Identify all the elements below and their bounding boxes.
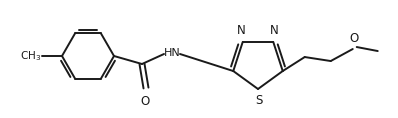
Text: O: O: [140, 95, 150, 108]
Text: S: S: [255, 94, 263, 107]
Text: N: N: [237, 24, 246, 37]
Text: CH$_3$: CH$_3$: [20, 49, 41, 63]
Text: N: N: [270, 24, 279, 37]
Text: HN: HN: [164, 48, 180, 58]
Text: O: O: [349, 32, 358, 45]
